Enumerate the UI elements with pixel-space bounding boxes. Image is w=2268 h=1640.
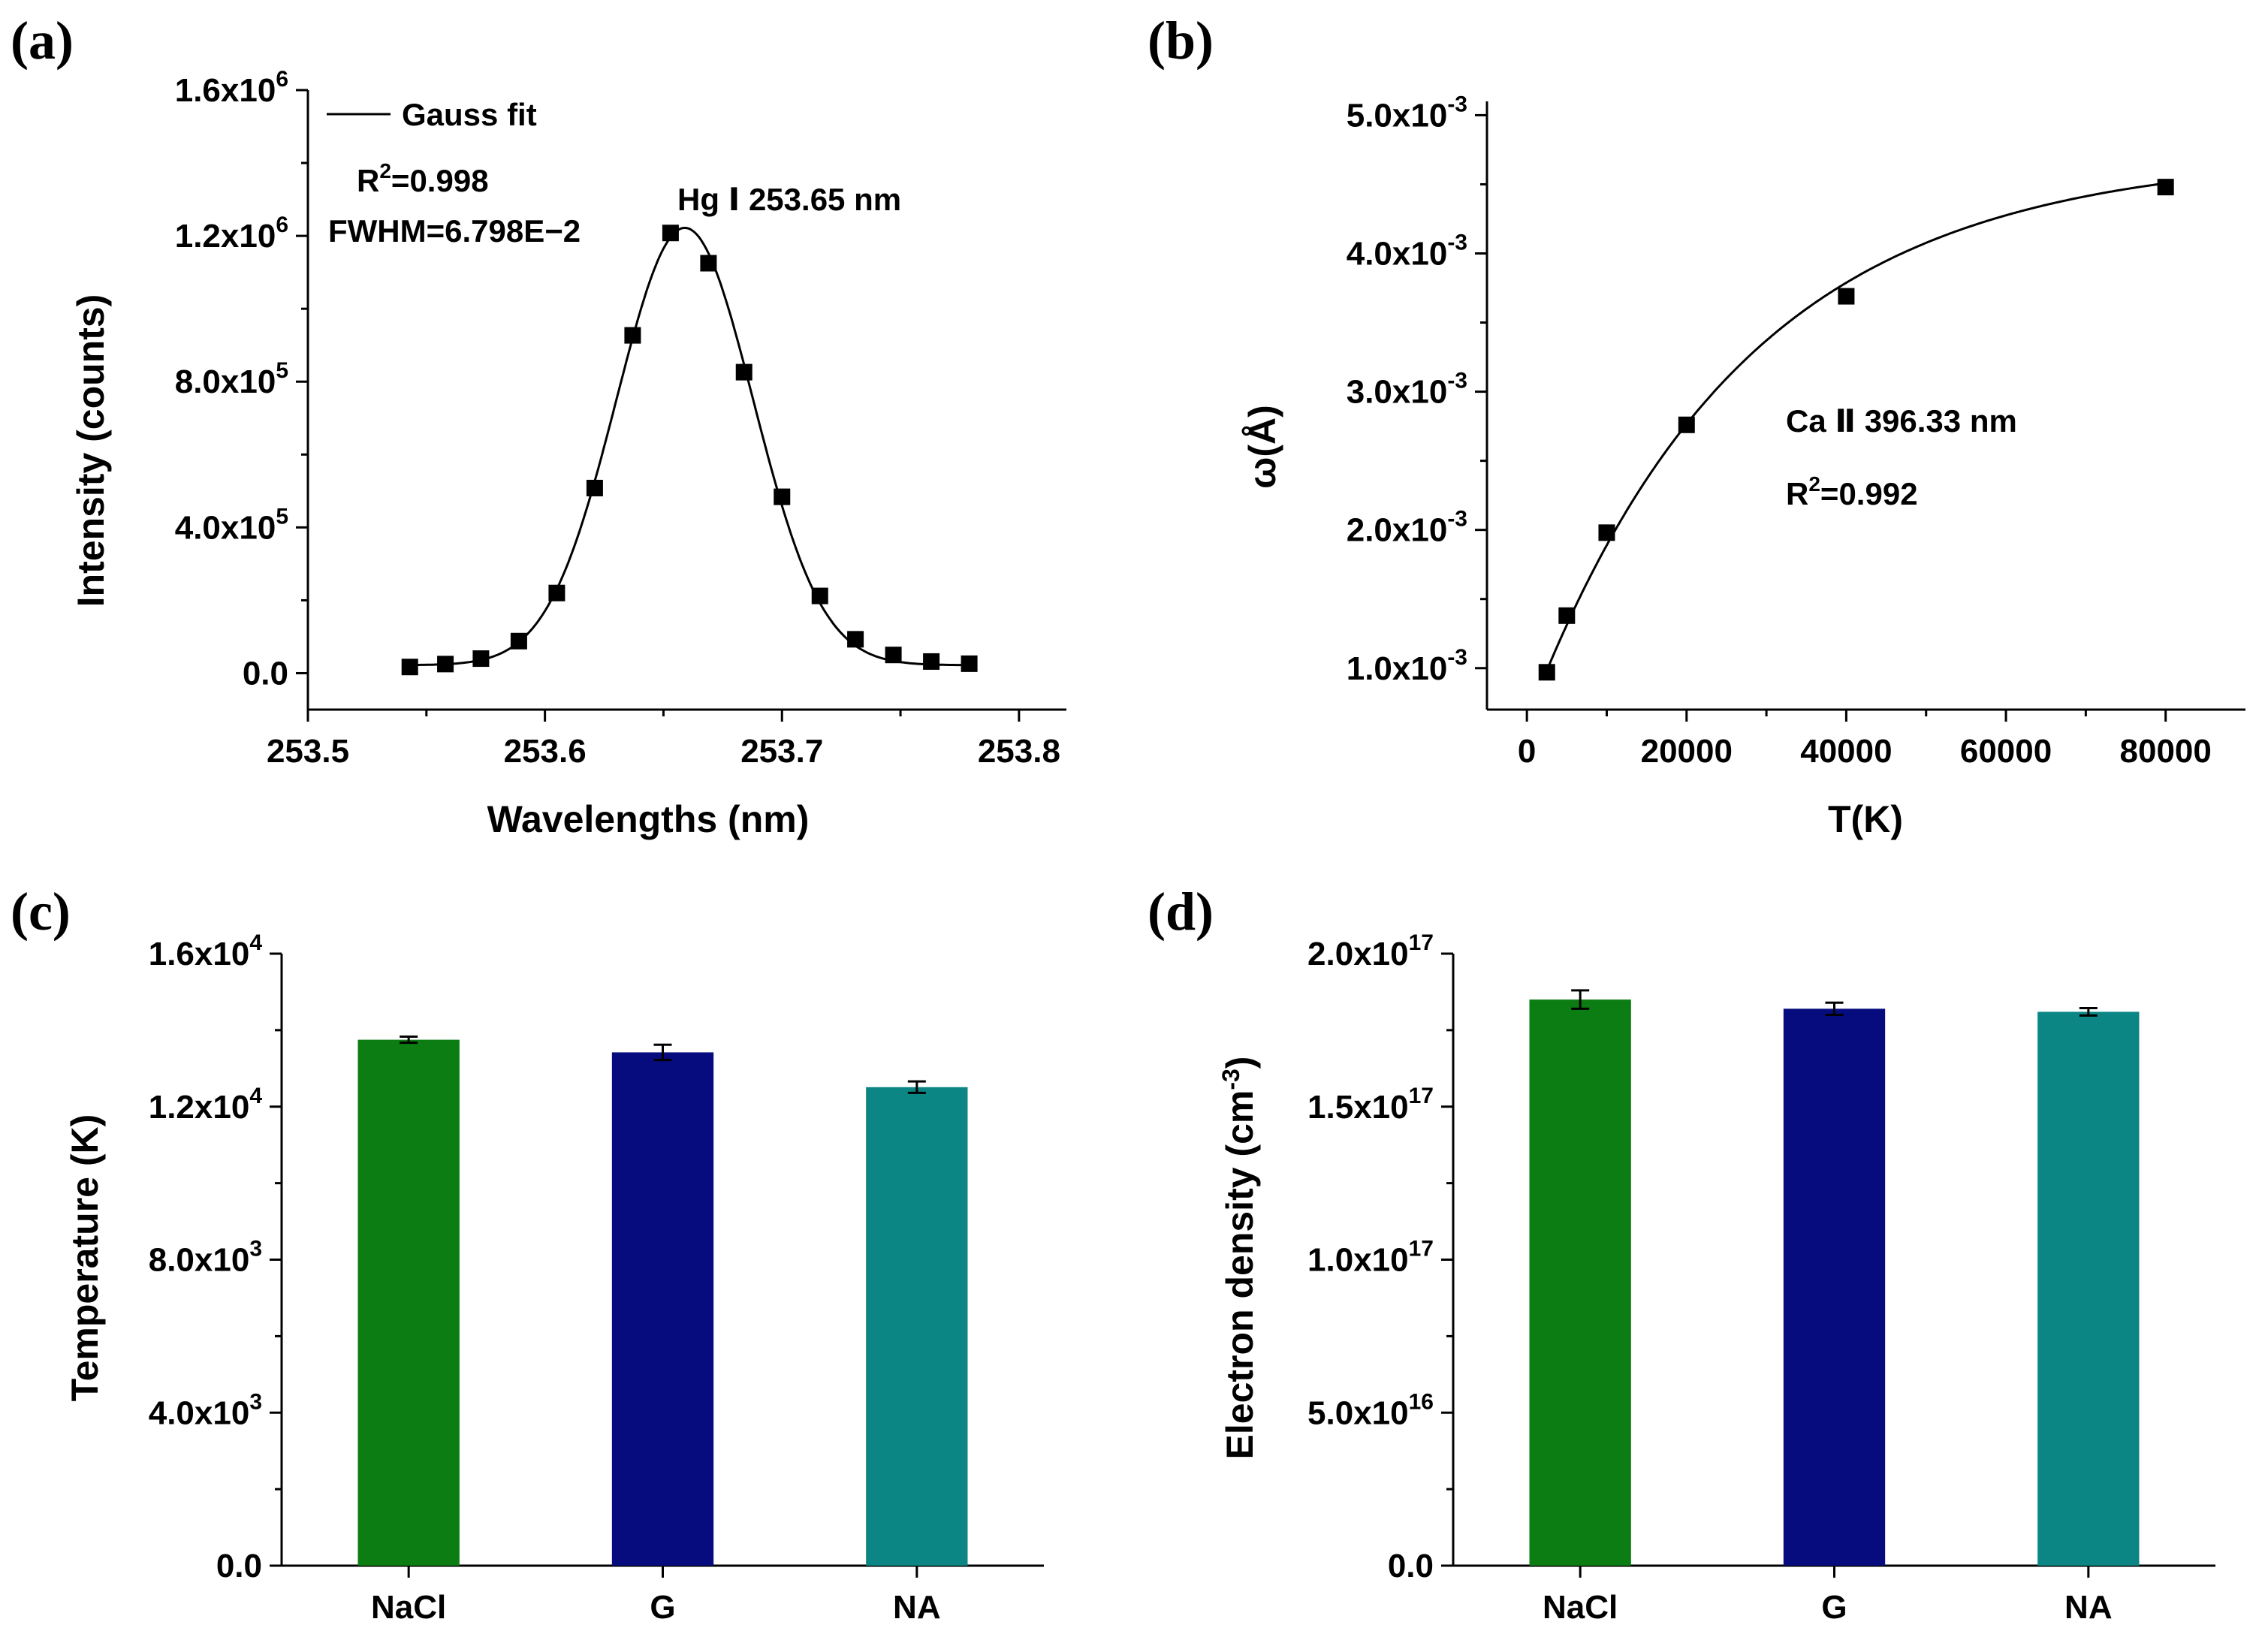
panel-b-xlabel: T(K) xyxy=(1828,798,1903,840)
panel-c-bar-nacl xyxy=(357,1039,460,1566)
panel-d-y-ticks: 0.0 5.0x1016 1.0x1017 1.5x1017 2.0x1017 xyxy=(1307,930,1453,1584)
panel-a: (a) Intensity (counts) Wavelengths (nm) … xyxy=(11,11,1066,840)
panel-b-r2-annotation: R2=0.992 xyxy=(1786,472,1918,511)
panel-c-bar-g xyxy=(611,1052,714,1566)
panel-d-bar-nacl xyxy=(1529,999,1631,1566)
panel-a-legend-label: Gauss fit xyxy=(402,97,537,132)
panel-a-x-tick-label: 253.6 xyxy=(504,733,587,770)
panel-d-bar-na xyxy=(2037,1011,2140,1566)
panel-a-data-point xyxy=(624,327,641,344)
panel-b-y-tick-label: 1.0x10-3 xyxy=(1347,645,1467,687)
panel-a-xlabel: Wavelengths (nm) xyxy=(487,798,810,840)
panel-b-y-tick-label: 5.0x10-3 xyxy=(1347,92,1467,134)
panel-a-data-point xyxy=(735,363,752,381)
panel-b-x-ticks: 0 20000 40000 60000 80000 xyxy=(1518,710,2212,770)
panel-a-y-tick-label: 8.0x105 xyxy=(175,358,288,400)
panel-a-fwhm-annotation: FWHM=6.798E−2 xyxy=(328,213,581,249)
panel-d-y-tick-label: 1.5x1017 xyxy=(1307,1084,1434,1126)
panel-c-y-tick-label: 1.2x104 xyxy=(149,1084,263,1126)
panel-a-y-ticks: 0.0 4.0x105 8.0x105 1.2x106 1.6x106 xyxy=(175,67,308,692)
panel-b-data-point xyxy=(2157,179,2174,196)
panel-a-data-point xyxy=(472,650,490,668)
panel-a-data-point xyxy=(401,659,418,676)
panel-d-y-tick-label: 1.0x1017 xyxy=(1307,1237,1434,1279)
panel-a-data-points xyxy=(401,225,978,676)
panel-d-bars: NaCl G NA xyxy=(1529,989,2140,1626)
panel-c-category-label: NA xyxy=(893,1589,941,1626)
panel-a-label: (a) xyxy=(11,11,74,71)
panel-c-y-tick-label: 0.0 xyxy=(216,1548,262,1584)
panel-a-data-point xyxy=(811,587,828,604)
panel-d-category-label: NaCl xyxy=(1543,1589,1618,1626)
panel-c-category-label: G xyxy=(650,1589,675,1626)
panel-c-ylabel: Temperature (K) xyxy=(64,1114,106,1401)
panel-a-data-point xyxy=(961,655,978,672)
panel-b-data-points xyxy=(1538,179,2174,681)
panel-b-line-annotation: Ca Ⅱ 396.33 nm xyxy=(1786,403,2017,439)
panel-a-x-tick-label: 253.7 xyxy=(740,733,823,770)
panel-c: (c) Temperature (K) 0.0 4.0x103 8.0x103 1.2… xyxy=(11,882,1044,1626)
panel-b-x-tick-label: 0 xyxy=(1518,733,1536,770)
panel-c-category-label: NaCl xyxy=(371,1589,446,1626)
panel-a-line-annotation: Hg Ⅰ 253.65 nm xyxy=(677,182,901,217)
panel-d-label: (d) xyxy=(1148,882,1214,942)
panel-a-data-point xyxy=(662,225,679,242)
panel-c-y-ticks: 0.0 4.0x103 8.0x103 1.2x104 1.6x104 xyxy=(149,930,282,1584)
panel-a-data-point xyxy=(586,479,603,496)
panel-c-y-tick-label: 1.6x104 xyxy=(149,930,263,972)
panel-d-y-tick-label: 2.0x1017 xyxy=(1307,930,1434,972)
panel-b: (b) ω(Å) T(K) 0 20000 40000 60000 80000 1.0x… xyxy=(1148,11,2245,840)
panel-a-y-tick-label: 1.6x106 xyxy=(175,67,288,109)
panel-b-x-tick-label: 60000 xyxy=(1960,733,2052,770)
panel-c-y-tick-label: 8.0x103 xyxy=(149,1237,262,1279)
panel-c-bar-na xyxy=(866,1087,968,1566)
panel-a-data-point xyxy=(700,255,717,272)
panel-d-bar-g xyxy=(1783,1008,1886,1566)
panel-d-y-tick-label: 0.0 xyxy=(1388,1548,1434,1584)
panel-a-r2-annotation: R2=0.998 xyxy=(357,159,489,198)
panel-a-x-tick-label: 253.8 xyxy=(978,733,1060,770)
panel-d-y-tick-label: 5.0x1016 xyxy=(1307,1389,1434,1431)
panel-a-gauss-fit-curve xyxy=(409,227,970,667)
panel-b-y-tick-label: 3.0x10-3 xyxy=(1347,369,1467,411)
panel-b-label: (b) xyxy=(1148,11,1214,71)
panel-b-x-tick-label: 80000 xyxy=(2120,733,2212,770)
panel-a-data-point xyxy=(548,584,565,601)
panel-b-data-point xyxy=(1838,288,1855,305)
panel-b-ylabel: ω(Å) xyxy=(1241,405,1283,489)
panel-b-data-point xyxy=(1558,607,1576,624)
panel-b-fit-curve xyxy=(1546,182,2166,671)
panel-b-y-ticks: 1.0x10-3 2.0x10-3 3.0x10-3 4.0x10-3 5.0x10-3 xyxy=(1347,92,1487,687)
panel-d-ylabel: Electron density (cm-3) xyxy=(1217,1057,1261,1460)
panel-b-y-tick-label: 2.0x10-3 xyxy=(1347,507,1467,549)
panel-a-ylabel: Intensity (counts) xyxy=(70,294,112,607)
panel-b-data-point xyxy=(1598,524,1615,541)
panel-a-data-point xyxy=(923,653,940,670)
panel-a-y-tick-label: 0.0 xyxy=(243,655,288,692)
panel-a-y-tick-label: 4.0x105 xyxy=(175,504,288,546)
panel-a-x-ticks: 253.5 253.6 253.7 253.8 xyxy=(267,710,1060,770)
panel-a-data-point xyxy=(510,632,527,650)
panel-c-bars: NaCl G NA xyxy=(357,1036,968,1626)
panel-b-data-point xyxy=(1678,416,1695,433)
panel-d: (d) Electron density (cm-3) 0.0 5.0x1016 1… xyxy=(1148,882,2215,1626)
panel-d-category-label: NA xyxy=(2064,1589,2113,1626)
panel-a-data-point xyxy=(774,488,791,505)
panel-b-x-tick-label: 40000 xyxy=(1800,733,1892,770)
panel-b-data-point xyxy=(1538,664,1555,681)
panel-a-y-tick-label: 1.2x106 xyxy=(175,213,288,255)
panel-a-x-tick-label: 253.5 xyxy=(267,733,349,770)
panel-d-category-label: G xyxy=(1821,1589,1847,1626)
panel-b-x-tick-label: 20000 xyxy=(1641,733,1733,770)
panel-a-data-point xyxy=(437,656,454,673)
panel-b-y-tick-label: 4.0x10-3 xyxy=(1347,231,1467,273)
panel-a-data-point xyxy=(885,647,902,664)
panel-c-label: (c) xyxy=(11,882,71,942)
panel-a-data-point xyxy=(847,631,864,648)
panel-c-y-tick-label: 4.0x103 xyxy=(149,1389,262,1431)
